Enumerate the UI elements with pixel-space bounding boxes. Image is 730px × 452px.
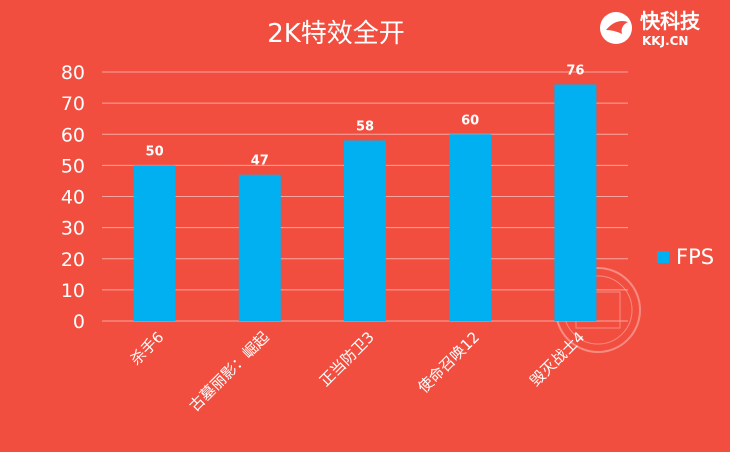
data-label: 76: [566, 63, 584, 78]
y-tick-label: 50: [61, 155, 85, 177]
x-category-label: 古墓丽影：崛起: [186, 328, 273, 415]
chart-title: 2K特效全开: [267, 19, 405, 49]
data-labels: 50 47 58 60 76: [146, 63, 585, 168]
brand-domain: KKJ.CN: [642, 34, 688, 48]
bar: [344, 140, 386, 321]
bar: [449, 134, 492, 321]
y-tick-label: 0: [73, 311, 85, 333]
y-tick-label: 60: [61, 124, 85, 146]
data-label: 47: [251, 154, 269, 169]
y-tick-label: 70: [61, 93, 85, 115]
y-axis-ticks: 0 10 20 30 40 50 60 70 80: [61, 62, 85, 333]
legend-label-fps: FPS: [676, 245, 714, 269]
bar: [554, 84, 597, 321]
bar: [133, 165, 176, 321]
y-tick-label: 80: [61, 62, 85, 84]
y-tick-label: 10: [61, 280, 85, 302]
x-axis-categories: 杀手6 古墓丽影：崛起 正当防卫3 使命召唤12 毁灭战士4: [127, 328, 588, 415]
x-category-label: 杀手6: [127, 328, 168, 369]
y-tick-label: 20: [61, 249, 85, 271]
bar: [238, 174, 281, 321]
x-category-label: 使命召唤12: [414, 328, 483, 397]
bars: [133, 84, 597, 321]
x-category-label: 毁灭战士4: [526, 328, 588, 390]
brand-logo: 快科技 KKJ.CN: [600, 9, 701, 48]
legend-swatch-fps: [657, 251, 669, 263]
data-label: 58: [356, 119, 374, 134]
x-category-label: 正当防卫3: [316, 328, 378, 390]
data-label: 50: [146, 144, 164, 159]
y-tick-label: 30: [61, 218, 85, 240]
brand-bird-shape: [606, 21, 628, 34]
legend: FPS: [657, 245, 714, 269]
brand-name: 快科技: [640, 9, 701, 33]
y-tick-label: 40: [61, 187, 85, 209]
data-label: 60: [461, 113, 479, 128]
